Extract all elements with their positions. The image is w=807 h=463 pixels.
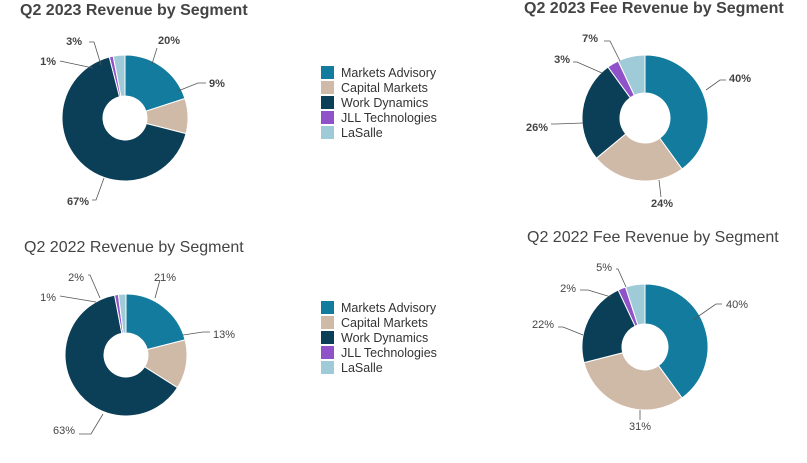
slice-lasalle xyxy=(624,283,646,326)
data-label-markets-advisory: 40% xyxy=(729,73,751,85)
data-label-lasalle: 2% xyxy=(68,272,84,284)
leader-line-markets-advisory xyxy=(692,303,722,321)
leader-line-work-dynamics xyxy=(92,177,105,201)
leader-line-work-dynamics xyxy=(79,413,104,435)
leader-line-work-dynamics xyxy=(551,122,584,125)
data-label-markets-advisory: 40% xyxy=(726,299,748,311)
data-label-jll-technologies: 1% xyxy=(40,292,56,304)
legend-swatch xyxy=(321,301,334,314)
legend-item-jll-technologies: JLL Technologies xyxy=(321,345,437,360)
data-label-jll-technologies: 3% xyxy=(554,54,570,66)
data-label-lasalle: 7% xyxy=(582,33,598,45)
leader-line-capital-markets xyxy=(658,179,662,198)
leader-line-jll-technologies xyxy=(59,295,97,303)
legend-label: Markets Advisory xyxy=(341,300,437,315)
data-label-work-dynamics: 67% xyxy=(67,196,89,208)
legend-item-work-dynamics: Work Dynamics xyxy=(321,95,437,110)
leader-line-markets-advisory xyxy=(705,79,726,91)
leader-line-jll-technologies xyxy=(59,60,94,69)
legend-swatch xyxy=(321,361,334,374)
data-label-capital-markets: 24% xyxy=(651,198,673,210)
data-label-markets-advisory: 20% xyxy=(158,35,180,47)
slice-lasalle xyxy=(617,54,646,97)
legend-item-work-dynamics: Work Dynamics xyxy=(321,330,437,345)
legend-label: Markets Advisory xyxy=(341,65,437,80)
legend-label: Work Dynamics xyxy=(341,330,429,345)
data-label-capital-markets: 13% xyxy=(213,329,235,341)
legend-swatch xyxy=(321,126,334,139)
leader-line-lasalle xyxy=(616,268,627,288)
slice-capital-markets xyxy=(595,133,683,182)
slice-work-dynamics xyxy=(581,289,636,364)
legend-item-capital-markets: Capital Markets xyxy=(321,315,437,330)
data-label-jll-technologies: 1% xyxy=(40,56,56,68)
leader-line-lasalle xyxy=(88,274,101,299)
leader-line-capital-markets xyxy=(182,331,210,336)
data-label-capital-markets: 31% xyxy=(629,421,651,433)
leader-line-work-dynamics xyxy=(558,326,584,336)
legend-label: JLL Technologies xyxy=(341,110,437,125)
legend-label: JLL Technologies xyxy=(341,345,437,360)
slice-lasalle xyxy=(117,293,127,334)
legend-item-lasalle: LaSalle xyxy=(321,125,437,140)
legend-swatch xyxy=(321,81,334,94)
legend-item-capital-markets: Capital Markets xyxy=(321,80,437,95)
leader-line-markets-advisory xyxy=(151,47,158,65)
legend-item-markets-advisory: Markets Advisory xyxy=(321,300,437,315)
legend-label: LaSalle xyxy=(341,125,383,140)
legend-bottom: Markets Advisory Capital Markets Work Dy… xyxy=(321,300,437,375)
legend-label: Capital Markets xyxy=(341,80,428,95)
data-label-work-dynamics: 63% xyxy=(53,425,75,437)
legend-swatch xyxy=(321,331,334,344)
legend-label: Capital Markets xyxy=(341,315,428,330)
legend-swatch xyxy=(321,346,334,359)
slice-capital-markets xyxy=(583,352,683,411)
chart-title-q2-2022-fee-revenue: Q2 2022 Fee Revenue by Segment xyxy=(527,229,779,246)
slice-markets-advisory xyxy=(644,54,709,170)
data-label-capital-markets: 9% xyxy=(209,78,225,90)
legend-item-markets-advisory: Markets Advisory xyxy=(321,65,437,80)
leader-line-jll-technologies xyxy=(580,289,612,298)
slice-markets-advisory xyxy=(125,293,186,351)
data-label-markets-advisory: 21% xyxy=(154,272,176,284)
leader-line-lasalle xyxy=(89,41,102,66)
legend-swatch xyxy=(321,66,334,79)
legend-swatch xyxy=(321,96,334,109)
leader-line-markets-advisory xyxy=(154,279,161,299)
leader-line-jll-technologies xyxy=(573,61,603,74)
data-label-lasalle: 5% xyxy=(596,262,612,274)
chart-title-q2-2022-revenue: Q2 2022 Revenue by Segment xyxy=(24,239,244,256)
slice-work-dynamics xyxy=(64,294,179,417)
data-label-work-dynamics: 26% xyxy=(526,122,548,134)
slice-lasalle xyxy=(112,54,126,97)
chart-title-q2-2023-revenue: Q2 2023 Revenue by Segment xyxy=(20,2,248,19)
legend-swatch xyxy=(321,316,334,329)
legend-label: Work Dynamics xyxy=(341,95,429,110)
legend-item-jll-technologies: JLL Technologies xyxy=(321,110,437,125)
data-label-lasalle: 3% xyxy=(66,36,82,48)
legend-item-lasalle: LaSalle xyxy=(321,360,437,375)
data-label-jll-technologies: 2% xyxy=(560,283,576,295)
leader-line-capital-markets xyxy=(177,82,206,92)
legend-label: LaSalle xyxy=(341,360,383,375)
slice-work-dynamics xyxy=(581,66,632,159)
chart-title-q2-2023-fee-revenue: Q2 2023 Fee Revenue by Segment xyxy=(524,0,784,17)
legend-swatch xyxy=(321,111,334,124)
legend-top: Markets Advisory Capital Markets Work Dy… xyxy=(321,65,437,140)
leader-line-lasalle xyxy=(604,40,621,62)
slice-work-dynamics xyxy=(61,56,187,182)
data-label-work-dynamics: 22% xyxy=(532,319,554,331)
slice-markets-advisory xyxy=(644,283,709,399)
